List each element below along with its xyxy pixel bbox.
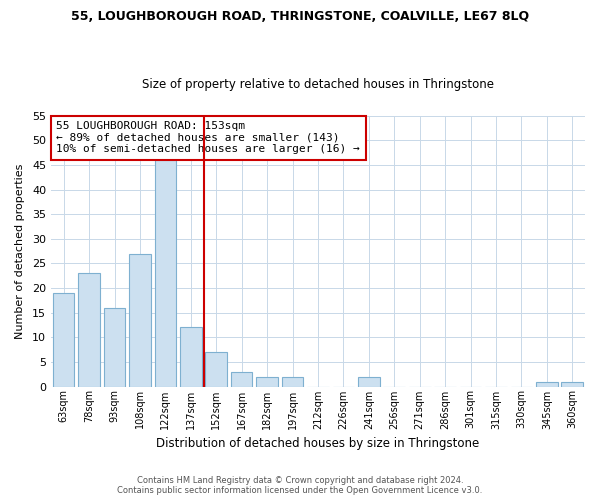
Bar [358, 376, 380, 386]
Bar [78, 274, 100, 386]
X-axis label: Distribution of detached houses by size in Thringstone: Distribution of detached houses by size … [157, 437, 479, 450]
Bar [562, 382, 583, 386]
Bar [256, 376, 278, 386]
Bar [536, 382, 557, 386]
Bar [205, 352, 227, 386]
Bar [104, 308, 125, 386]
Text: 55, LOUGHBOROUGH ROAD, THRINGSTONE, COALVILLE, LE67 8LQ: 55, LOUGHBOROUGH ROAD, THRINGSTONE, COAL… [71, 10, 529, 23]
Text: 55 LOUGHBOROUGH ROAD: 153sqm
← 89% of detached houses are smaller (143)
10% of s: 55 LOUGHBOROUGH ROAD: 153sqm ← 89% of de… [56, 121, 360, 154]
Bar [231, 372, 253, 386]
Bar [53, 293, 74, 386]
Title: Size of property relative to detached houses in Thringstone: Size of property relative to detached ho… [142, 78, 494, 91]
Y-axis label: Number of detached properties: Number of detached properties [15, 164, 25, 339]
Bar [129, 254, 151, 386]
Bar [155, 160, 176, 386]
Text: Contains HM Land Registry data © Crown copyright and database right 2024.
Contai: Contains HM Land Registry data © Crown c… [118, 476, 482, 495]
Bar [282, 376, 304, 386]
Bar [180, 328, 202, 386]
